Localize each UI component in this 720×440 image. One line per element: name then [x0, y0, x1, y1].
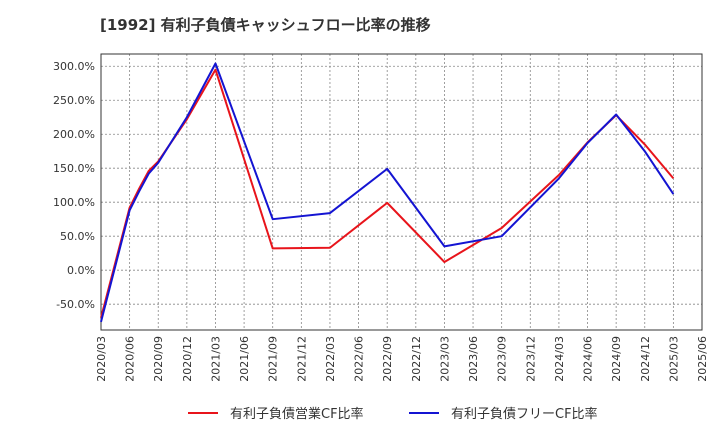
x-tick-label: 2024/03 [553, 336, 566, 382]
x-tick-label: 2022/12 [410, 336, 423, 382]
x-tick-label: 2023/12 [524, 336, 537, 382]
x-tick-label: 2022/03 [324, 336, 337, 382]
y-tick-label: 200.0% [53, 128, 95, 141]
x-tick-label: 2023/03 [438, 336, 451, 382]
y-axis-tick-labels: -50.0% 0.0% 50.0% 100.0% 150.0% 200.0% 250.0% 3… [53, 60, 95, 311]
x-tick-label: 2020/03 [95, 336, 108, 382]
y-tick-label: 300.0% [53, 60, 95, 73]
x-tick-label: 2020/12 [181, 336, 194, 382]
y-tick-label: 50.0% [60, 230, 95, 243]
x-tick-label: 2025/03 [667, 336, 680, 382]
legend-label-2: 有利子負債フリーCF比率 [451, 406, 598, 422]
x-tick-label: 2020/09 [152, 336, 165, 382]
series-layer [100, 62, 675, 323]
x-axis-tick-labels: 2020/03 2020/06 2020/09 2020/12 2021/03 2021/… [95, 336, 709, 382]
grid-layer [100, 54, 703, 330]
x-tick-label: 2024/12 [639, 336, 652, 382]
x-tick-label: 2024/06 [582, 336, 595, 382]
x-tick-label: 2025/06 [696, 336, 709, 382]
y-tick-label: 150.0% [53, 162, 95, 175]
x-tick-label: 2021/09 [267, 336, 280, 382]
plot-area-frame [100, 53, 703, 331]
y-tick-label: 100.0% [53, 196, 95, 209]
x-tick-label: 2021/03 [209, 336, 222, 382]
x-tick-label: 2022/06 [353, 336, 366, 382]
series-line-2 [100, 62, 675, 323]
x-tick-label: 2020/06 [124, 336, 137, 382]
y-tick-label: 250.0% [53, 94, 95, 107]
legend: 有利子負債営業CF比率 有利子負債フリーCF比率 [188, 406, 598, 422]
x-tick-label: 2021/12 [295, 336, 308, 382]
x-tick-label: 2024/09 [610, 336, 623, 382]
y-tick-label: 0.0% [67, 264, 95, 277]
legend-label-1: 有利子負債営業CF比率 [230, 406, 364, 422]
x-tick-label: 2023/06 [467, 336, 480, 382]
x-tick-label: 2023/09 [496, 336, 509, 382]
x-tick-label: 2022/09 [381, 336, 394, 382]
chart-title: [1992] 有利子負債キャッシュフロー比率の推移 [100, 16, 431, 34]
x-tick-label: 2021/06 [238, 336, 251, 382]
y-tick-label: -50.0% [56, 298, 95, 311]
